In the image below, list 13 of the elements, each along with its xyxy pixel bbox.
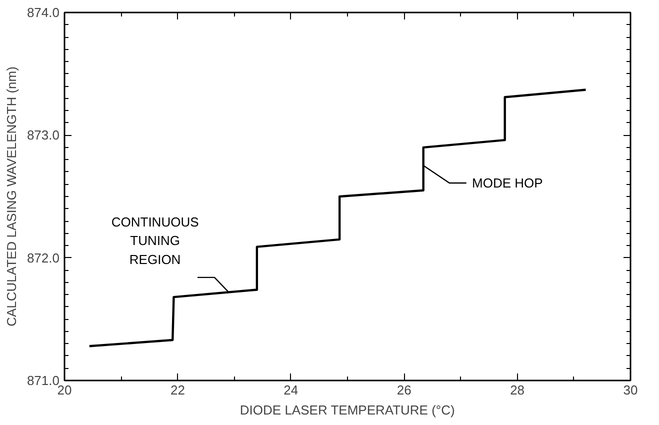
x-tick-label: 26 [396,382,412,398]
y-axis-title: CALCULATED LASING WAVELENGTH (nm) [4,66,19,326]
x-axis-title: DIODE LASER TEMPERATURE (°C) [240,402,455,418]
annotation: CONTINUOUS TUNING REGION [111,214,200,267]
y-tick-label: 872.0 [26,250,60,266]
x-tick-label: 28 [510,382,525,398]
line-series [88,88,587,348]
x-tick-label: 22 [170,382,185,398]
annotation: MODE HOP [472,176,543,191]
x-tick-label: 30 [623,382,638,398]
y-tick-label: 874.0 [26,5,60,20]
x-tick-label: 24 [284,382,298,398]
y-tick-label: 873.0 [26,128,60,143]
